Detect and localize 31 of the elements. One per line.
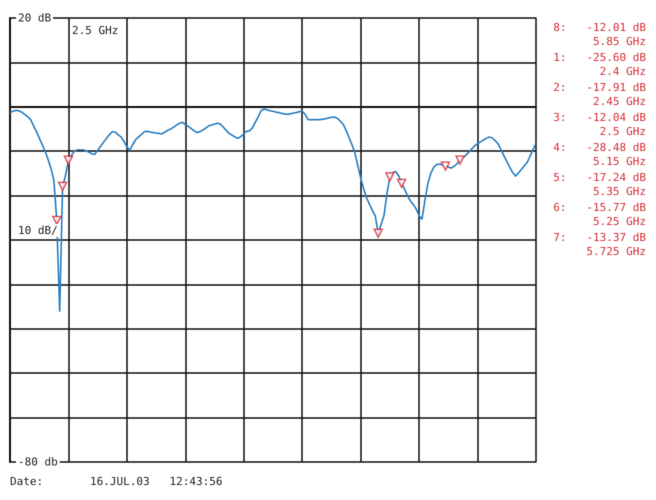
- text: 5.85 GHz: [593, 35, 646, 48]
- point: [455, 155, 465, 165]
- point: [373, 228, 383, 238]
- text: 6: -15.77 dB: [553, 201, 646, 214]
- text: 2.5 GHz: [600, 125, 646, 138]
- point: [64, 156, 74, 166]
- point: [385, 172, 395, 182]
- text: 1: -25.60 dB: [553, 51, 646, 64]
- text: 5.725 GHz: [586, 245, 646, 258]
- text: 3: -12.04 dB: [553, 111, 646, 124]
- point: [396, 178, 406, 188]
- point: [52, 216, 62, 226]
- annotation: 10 dB/: [18, 224, 58, 237]
- text: 4: -28.48 dB: [553, 141, 646, 154]
- point: [58, 182, 68, 192]
- text: 5: -17.24 dB: [553, 171, 646, 184]
- text: 5.35 GHz: [593, 185, 646, 198]
- y-tick-label: 20 dB: [18, 12, 52, 24]
- text: 7: -13.37 dB: [553, 231, 646, 244]
- text: 2.4 GHz: [600, 65, 646, 78]
- y-tick-label: -80 db: [18, 456, 58, 468]
- text: 2: -17.91 dB: [553, 81, 646, 94]
- text: 5.25 GHz: [593, 215, 646, 228]
- annotation: 2.5 GHz: [72, 24, 118, 37]
- text: 5.15 GHz: [593, 155, 646, 168]
- text: 8: -12.01 dB: [553, 21, 646, 34]
- text: 16.JUL.03 12:43:56: [90, 475, 222, 488]
- point: [440, 161, 450, 171]
- text: Date:: [10, 475, 44, 488]
- text: 2.45 GHz: [593, 95, 646, 108]
- line-series: [9, 108, 537, 312]
